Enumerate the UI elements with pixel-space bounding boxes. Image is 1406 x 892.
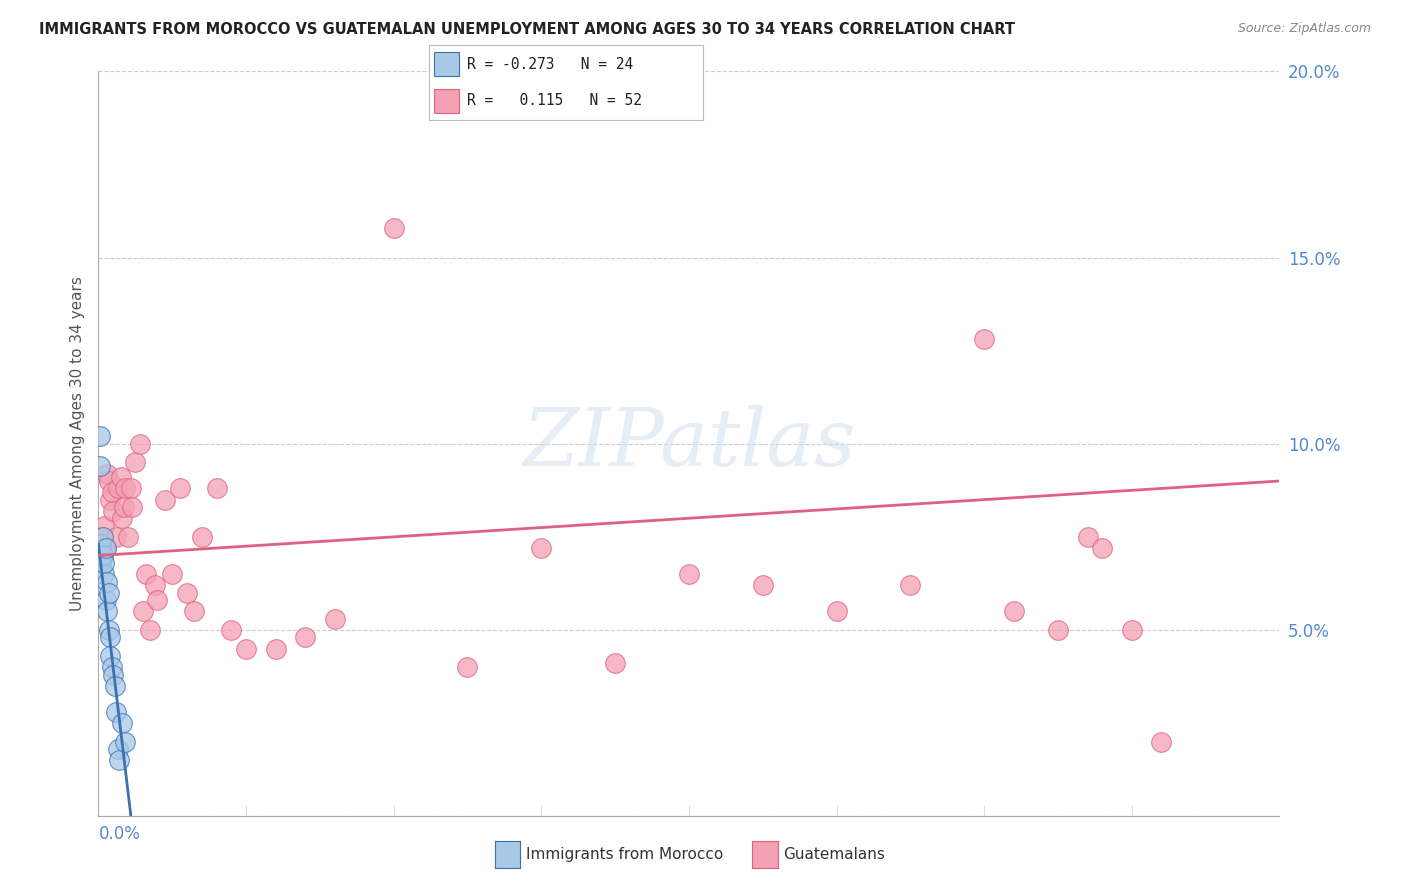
Point <box>94 541 117 555</box>
Text: Immigrants from Morocco: Immigrants from Morocco <box>526 847 723 862</box>
Point <box>128 436 150 450</box>
Point <box>110 470 132 484</box>
Point <box>973 333 995 347</box>
Point <box>605 657 627 671</box>
Point <box>1121 623 1143 637</box>
Point <box>117 530 139 544</box>
Point <box>98 492 121 507</box>
Point <box>1046 623 1070 637</box>
Point <box>111 511 134 525</box>
Point <box>94 541 117 555</box>
Point <box>100 660 122 674</box>
Point <box>457 660 479 674</box>
Point <box>91 549 114 563</box>
Point <box>90 537 112 551</box>
Point <box>107 742 129 756</box>
Point <box>93 518 115 533</box>
Point <box>205 482 228 496</box>
Point <box>93 556 115 570</box>
Text: ZIPatlas: ZIPatlas <box>522 405 856 483</box>
Text: R =   0.115   N = 52: R = 0.115 N = 52 <box>467 93 643 108</box>
Y-axis label: Unemployment Among Ages 30 to 34 years: Unemployment Among Ages 30 to 34 years <box>69 277 84 611</box>
Point <box>90 556 112 570</box>
Point <box>124 455 146 469</box>
Point <box>146 593 169 607</box>
Point <box>98 648 121 663</box>
Point <box>105 705 128 719</box>
Point <box>107 482 129 496</box>
Point <box>96 467 118 481</box>
Point <box>143 578 166 592</box>
Point <box>1077 530 1099 544</box>
Point <box>94 593 117 607</box>
Point <box>108 753 131 767</box>
Point <box>1002 604 1025 618</box>
Point <box>139 623 162 637</box>
Point <box>103 504 125 518</box>
Point <box>120 482 142 496</box>
Point <box>1091 541 1114 555</box>
Point <box>121 500 143 514</box>
Text: Source: ZipAtlas.com: Source: ZipAtlas.com <box>1237 22 1371 36</box>
Point <box>191 530 214 544</box>
Point <box>132 604 155 618</box>
Point <box>235 641 257 656</box>
Point <box>100 485 122 500</box>
Point <box>112 500 135 514</box>
Point <box>111 716 134 731</box>
Point <box>678 567 700 582</box>
Point <box>98 631 121 645</box>
Point <box>169 482 191 496</box>
Point <box>752 578 775 592</box>
Point <box>97 474 120 488</box>
Point <box>97 586 120 600</box>
Point <box>93 567 115 582</box>
Bar <box>434 88 458 112</box>
Point <box>382 220 405 235</box>
Point <box>294 631 316 645</box>
Text: R = -0.273   N = 24: R = -0.273 N = 24 <box>467 57 634 72</box>
Text: IMMIGRANTS FROM MOROCCO VS GUATEMALAN UNEMPLOYMENT AMONG AGES 30 TO 34 YEARS COR: IMMIGRANTS FROM MOROCCO VS GUATEMALAN UN… <box>39 22 1015 37</box>
Point <box>105 530 128 544</box>
Point <box>90 530 112 544</box>
Point <box>135 567 157 582</box>
Point <box>221 623 243 637</box>
Point <box>153 492 176 507</box>
Point <box>530 541 553 555</box>
Point <box>114 735 136 749</box>
Point <box>91 549 114 563</box>
Point <box>89 459 111 474</box>
Point <box>176 586 198 600</box>
Bar <box>434 52 458 77</box>
Point <box>96 604 118 618</box>
Point <box>264 641 287 656</box>
Point <box>97 623 120 637</box>
Point <box>104 679 127 693</box>
Point <box>162 567 183 582</box>
Text: 0.0%: 0.0% <box>98 825 141 843</box>
Point <box>103 667 125 681</box>
Point <box>1150 735 1173 749</box>
Point <box>900 578 922 592</box>
Point <box>183 604 205 618</box>
Point <box>89 429 111 443</box>
Point <box>323 612 346 626</box>
Point <box>91 530 114 544</box>
Text: Guatemalans: Guatemalans <box>783 847 884 862</box>
Point <box>114 482 136 496</box>
Point <box>96 574 118 589</box>
Point <box>825 604 848 618</box>
